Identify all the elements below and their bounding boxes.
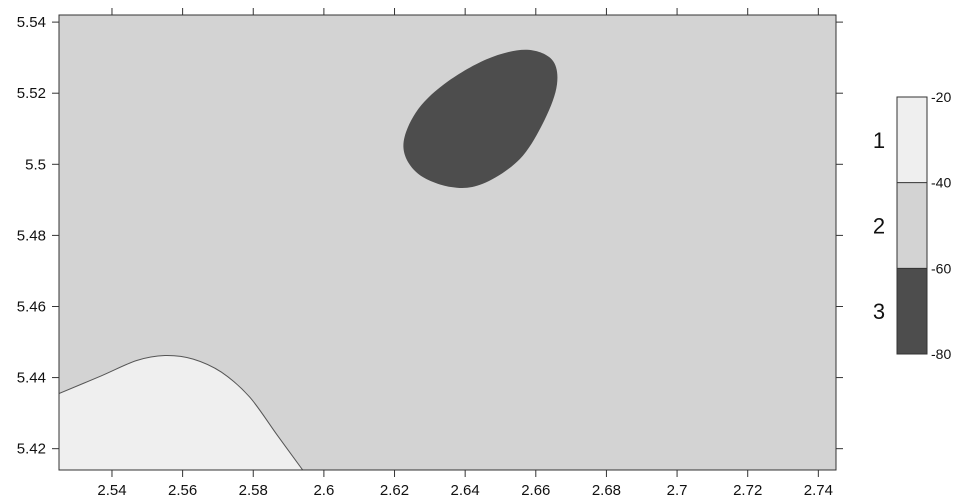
region-upper-blob bbox=[403, 49, 558, 189]
plot-area: 2.54 2.56 2.58 2.6 2.62 2.64 2.66 2.68 2.7 2.72 2.… bbox=[17, 8, 843, 499]
legend-tick-label: -60 bbox=[931, 260, 951, 276]
x-tick-label: 2.72 bbox=[733, 482, 762, 499]
legend-tick-label: -20 bbox=[931, 89, 951, 105]
legend-band-label: 2 bbox=[873, 214, 885, 239]
legend-band bbox=[897, 182, 927, 269]
x-tick-label: 2.66 bbox=[521, 482, 550, 499]
x-tick-label: 2.56 bbox=[168, 482, 197, 499]
legend-band bbox=[897, 97, 927, 183]
x-tick-label: 2.6 bbox=[313, 482, 334, 499]
x-tick-label: 2.74 bbox=[804, 482, 833, 499]
y-tick-label: 5.52 bbox=[17, 85, 46, 102]
x-tick-label: 2.64 bbox=[451, 482, 480, 499]
legend-band-label: 1 bbox=[873, 128, 885, 153]
y-tick-label: 5.48 bbox=[17, 227, 46, 244]
y-tick-label: 5.42 bbox=[17, 441, 46, 458]
legend-band bbox=[897, 268, 927, 354]
y-tick-label: 5.54 bbox=[17, 14, 46, 31]
x-tick-label: 2.54 bbox=[97, 482, 126, 499]
region-low-left-zone bbox=[59, 355, 303, 470]
x-tick-label: 2.7 bbox=[667, 482, 688, 499]
x-tick-label: 2.68 bbox=[592, 482, 621, 499]
y-tick-label: 5.44 bbox=[17, 370, 46, 387]
plot-frame bbox=[58, 14, 837, 471]
legend-tick-label: -40 bbox=[931, 175, 951, 191]
x-tick-label: 2.62 bbox=[380, 482, 409, 499]
y-tick-label: 5.5 bbox=[25, 156, 46, 173]
legend-band-label: 3 bbox=[873, 299, 885, 324]
y-tick-label: 5.46 bbox=[17, 298, 46, 315]
region-border-low-left-zone bbox=[59, 354, 304, 470]
legend: 1 2 3 -20 -40 -60 -80 bbox=[873, 89, 952, 362]
x-tick-label: 2.58 bbox=[239, 482, 268, 499]
legend-frame bbox=[896, 96, 928, 355]
legend-tick-label: -80 bbox=[931, 346, 951, 362]
